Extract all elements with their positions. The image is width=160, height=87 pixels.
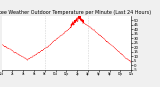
Title: Milwaukee Weather Outdoor Temperature per Minute (Last 24 Hours): Milwaukee Weather Outdoor Temperature pe… xyxy=(0,10,152,15)
